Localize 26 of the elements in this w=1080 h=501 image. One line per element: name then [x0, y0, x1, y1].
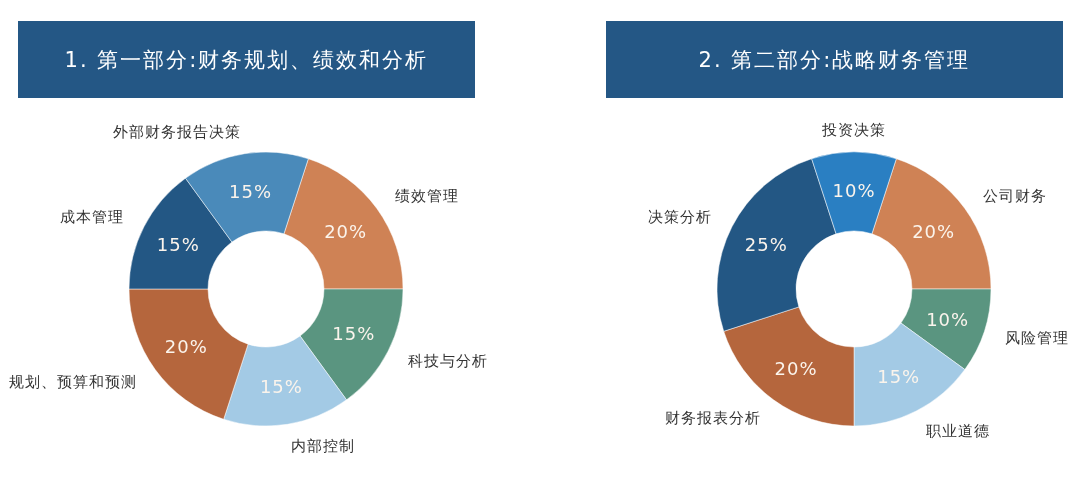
- data-label: 15%: [332, 323, 376, 345]
- data-label: 10%: [832, 180, 876, 201]
- slice-label: 职业道德: [926, 421, 991, 440]
- slice-label: 绩效管理: [394, 186, 459, 205]
- data-label: 20%: [324, 220, 368, 242]
- slice-label: 内部控制: [290, 437, 355, 456]
- slice-label: 财务报表分析: [664, 408, 761, 427]
- slice-label: 风险管理: [1005, 329, 1070, 348]
- slice-label: 投资决策: [821, 121, 886, 139]
- data-label: 20%: [774, 358, 818, 380]
- chart-title: 1. 第一部分:财务规划、绩效和分析: [64, 47, 429, 72]
- slice-label: 外部财务报告决策: [113, 122, 242, 141]
- slice-label: 科技与分析: [407, 352, 488, 371]
- data-label: 25%: [744, 233, 788, 255]
- data-label: 15%: [229, 181, 273, 203]
- slice-label: 成本管理: [60, 207, 125, 226]
- data-label: 15%: [156, 233, 200, 255]
- data-label: 20%: [912, 220, 956, 242]
- data-label: 10%: [926, 308, 970, 330]
- slice-label: 决策分析: [648, 207, 713, 226]
- slice-label: 规划、预算和预测: [9, 373, 138, 392]
- data-label: 20%: [164, 336, 208, 358]
- chart-title: 2. 第二部分:战略财务管理: [698, 47, 971, 72]
- data-label: 15%: [877, 366, 921, 388]
- data-label: 15%: [259, 375, 303, 397]
- slice-label: 公司财务: [982, 186, 1047, 205]
